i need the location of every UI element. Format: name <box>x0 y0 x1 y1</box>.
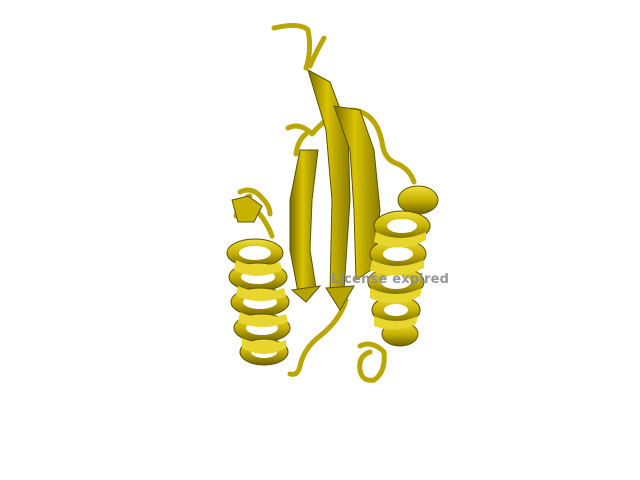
n-terminal-loop <box>271 22 313 71</box>
alpha-helix-left <box>226 195 291 366</box>
license-watermark: License expired <box>331 272 450 287</box>
alpha-helix-right <box>367 185 439 347</box>
